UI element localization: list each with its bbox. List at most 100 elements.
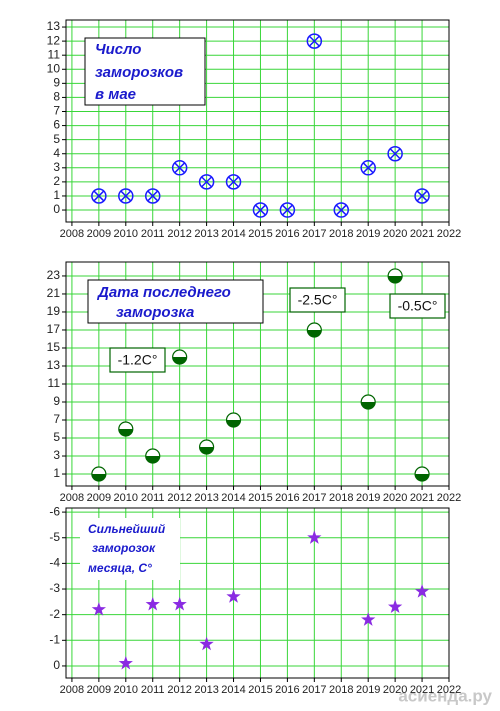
marker-cross xyxy=(201,176,213,188)
x-tick-label: 2014 xyxy=(221,684,245,696)
marker-star xyxy=(199,636,214,651)
y-tick-label: 3 xyxy=(53,160,60,174)
data-point xyxy=(144,188,161,204)
x-tick-label: 2010 xyxy=(114,228,138,240)
x-tick-label: 2014 xyxy=(221,228,245,240)
data-point xyxy=(118,188,134,204)
y-tick-label: 11 xyxy=(48,376,61,390)
y-tick-label: 10 xyxy=(47,61,61,75)
x-tick-label: 2018 xyxy=(329,228,353,240)
marker-cross xyxy=(416,190,428,202)
x-tick-label: 2010 xyxy=(114,492,138,504)
marker-half xyxy=(145,456,160,464)
data-point xyxy=(360,394,376,410)
x-tick-label: 2016 xyxy=(275,684,299,696)
y-tick-label: 0 xyxy=(53,202,60,216)
x-tick-label: 2016 xyxy=(275,492,299,504)
marker-half xyxy=(172,356,187,364)
marker-cross xyxy=(335,204,347,216)
marker-ring xyxy=(414,188,430,204)
y-tick-label: 7 xyxy=(53,412,60,426)
data-point xyxy=(226,589,241,603)
marker-half xyxy=(226,420,241,428)
data-point xyxy=(306,322,322,338)
marker-cross xyxy=(174,162,186,174)
y-tick-label: 9 xyxy=(53,394,60,408)
x-tick-label: 2008 xyxy=(60,684,84,696)
x-tick-label: 2016 xyxy=(275,228,299,240)
data-point xyxy=(225,174,242,190)
x-tick-label: 2011 xyxy=(141,492,165,504)
x-tick-label: 2015 xyxy=(248,684,272,696)
marker-ring xyxy=(279,202,296,218)
x-tick-label: 2022 xyxy=(437,492,461,504)
y-tick-label: 13 xyxy=(47,19,61,33)
data-point xyxy=(91,602,106,616)
marker-half xyxy=(118,429,133,437)
marker-cross xyxy=(254,204,266,216)
annotation-box xyxy=(109,347,166,373)
title-box xyxy=(87,279,264,324)
y-tick-label: 13 xyxy=(47,358,61,372)
data-point xyxy=(414,584,430,598)
marker-half xyxy=(388,275,403,283)
y-tick-label: 3 xyxy=(53,448,60,462)
data-point xyxy=(199,636,214,651)
data-point xyxy=(172,596,187,611)
x-tick-label: 2021 xyxy=(410,228,434,240)
x-tick-label: 2013 xyxy=(194,684,218,696)
data-point xyxy=(145,448,161,464)
annotation: -0.5C° xyxy=(398,298,438,314)
marker-cross xyxy=(93,190,105,202)
y-tick-label: 4 xyxy=(53,146,60,160)
marker-ring xyxy=(225,174,242,190)
marker-star xyxy=(172,596,187,611)
x-tick-label: 2013 xyxy=(194,228,218,240)
marker-ring xyxy=(252,202,269,218)
x-tick-label: 2009 xyxy=(87,228,111,240)
data-point xyxy=(198,174,215,190)
x-tick-label: 2014 xyxy=(221,492,245,504)
chart-title: месяца, С° xyxy=(88,561,152,575)
marker-cross xyxy=(120,190,132,202)
y-tick-label: -1 xyxy=(49,632,60,646)
marker-ring xyxy=(198,174,215,190)
marker-ring xyxy=(306,33,323,49)
chart-title: заморозка xyxy=(116,304,194,321)
y-tick-label: 1 xyxy=(53,188,60,202)
marker-half xyxy=(415,474,430,482)
plot-frame xyxy=(65,19,450,223)
data-point xyxy=(333,202,350,218)
annotation: -2.5C° xyxy=(298,292,338,308)
x-tick-label: 2012 xyxy=(167,684,191,696)
marker-cross xyxy=(389,148,401,160)
data-point xyxy=(279,202,296,218)
chart-title: Число xyxy=(95,41,141,58)
marker-cross xyxy=(147,190,159,202)
data-point xyxy=(414,188,430,204)
y-tick-label: 1 xyxy=(53,466,60,480)
x-tick-label: 2021 xyxy=(410,492,434,504)
x-tick-label: 2021 xyxy=(410,684,434,696)
data-point xyxy=(91,188,107,204)
marker-star xyxy=(145,596,160,611)
marker-ring xyxy=(118,188,134,204)
marker-cross xyxy=(227,176,240,188)
data-point xyxy=(387,145,403,162)
x-tick-label: 2019 xyxy=(356,684,380,696)
y-tick-label: -5 xyxy=(49,530,60,544)
x-tick-label: 2010 xyxy=(114,684,138,696)
data-point xyxy=(361,612,376,626)
y-tick-label: 21 xyxy=(47,286,61,300)
x-tick-label: 2012 xyxy=(167,228,191,240)
marker-half xyxy=(307,329,322,337)
title-box xyxy=(80,518,180,580)
x-tick-label: 2018 xyxy=(329,684,353,696)
x-tick-label: 2011 xyxy=(141,684,165,696)
chart-title: заморозок xyxy=(92,541,156,555)
marker-cross xyxy=(308,35,320,47)
y-tick-label: 5 xyxy=(53,132,60,146)
marker-star xyxy=(388,599,403,614)
x-tick-label: 2009 xyxy=(87,684,111,696)
